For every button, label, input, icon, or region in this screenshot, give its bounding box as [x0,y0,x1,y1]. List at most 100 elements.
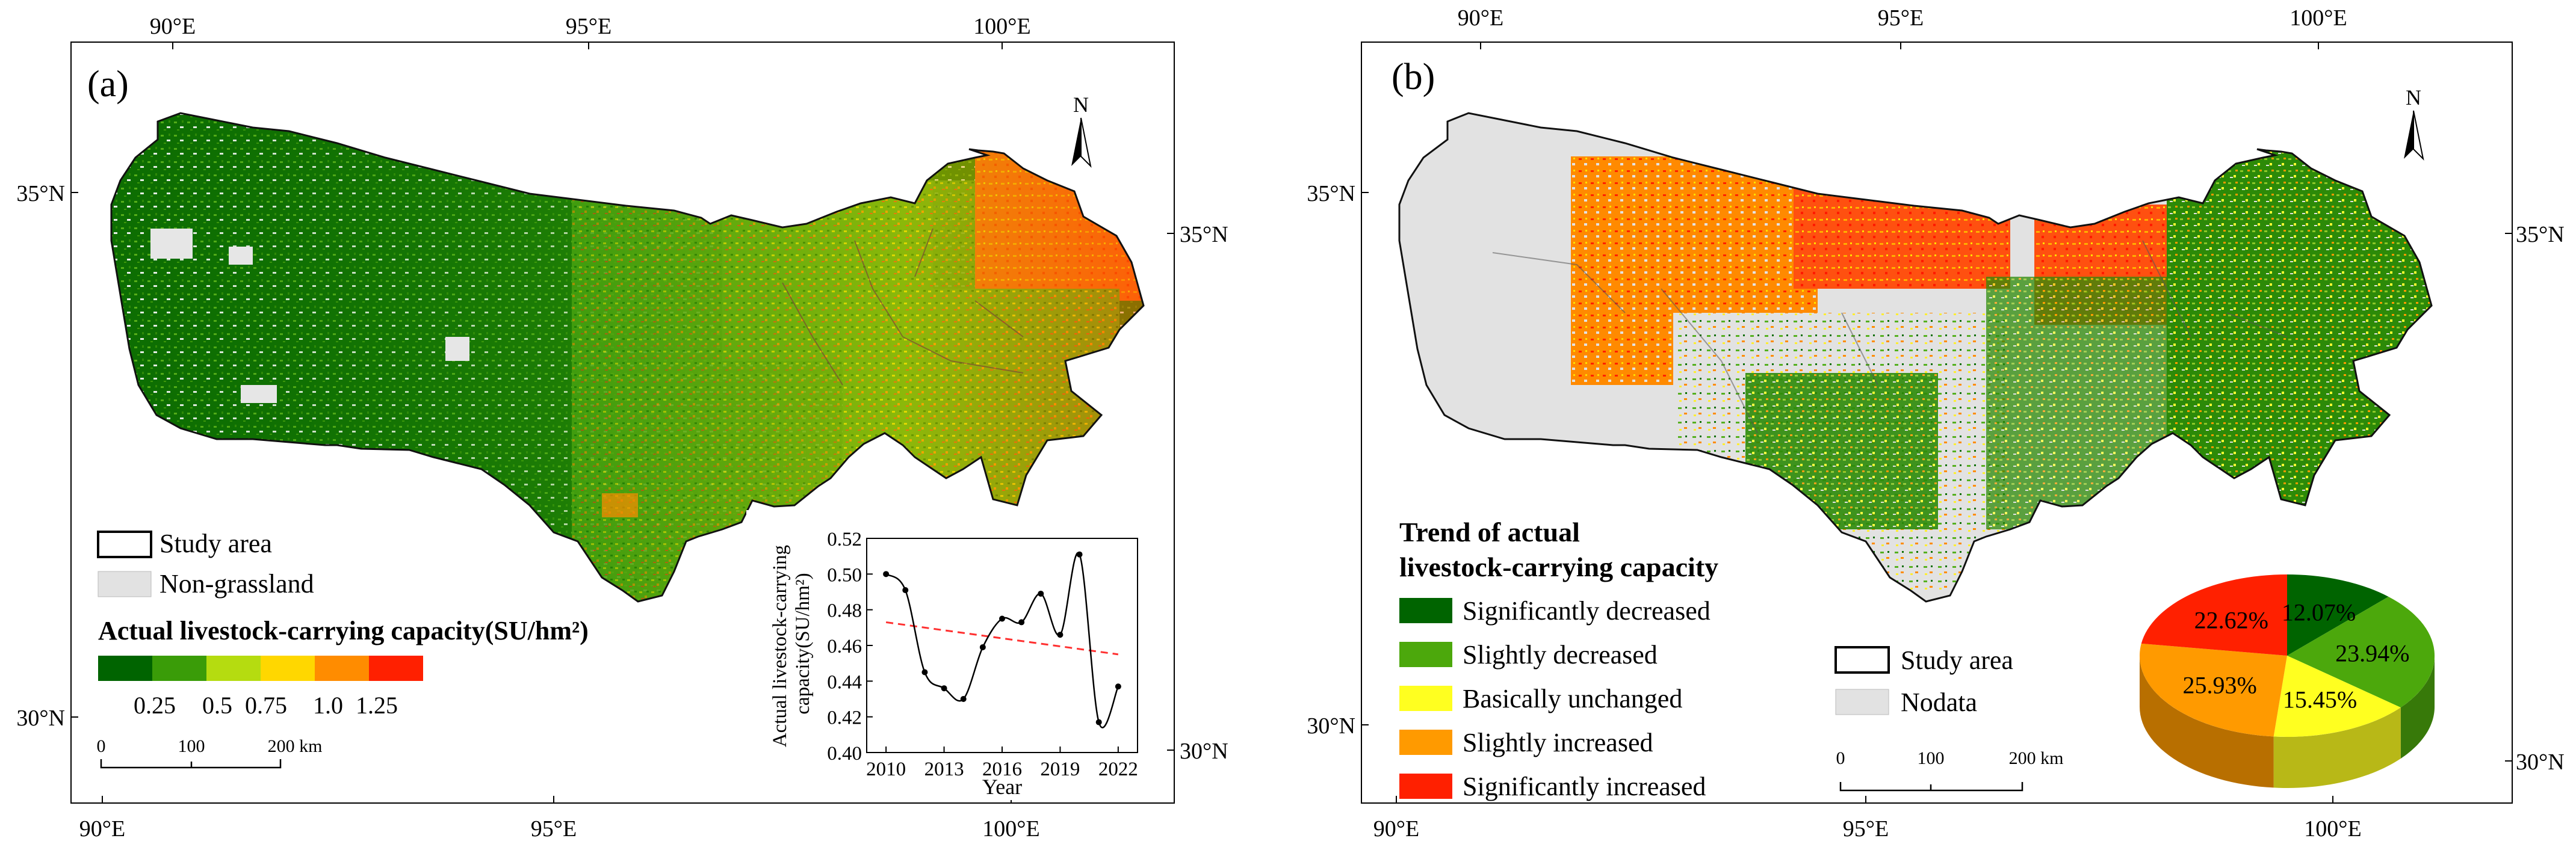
inset-data-point [941,685,947,692]
inset-x-tick-label: 2010 [866,759,906,780]
pie-side-2 [2273,707,2401,788]
pie-label-0: 12.07% [2282,599,2356,626]
pie-slice-4 [2141,574,2287,656]
ramp-tick-075: 0.75 [245,692,287,719]
legend-non-grassland-label: Non-grassland [159,569,314,599]
inset-x-tick-label: 2019 [1040,759,1080,780]
legend-b-nodata-label: Nodata [1901,688,1977,717]
pie-label-4: 22.62% [2194,607,2268,634]
trend-swatch-sig-decreased [1399,598,1452,623]
legend-non-grassland-swatch [98,571,152,597]
inset-y-tick-label: 0.44 [827,671,862,693]
panel-a-right-tick-30: 30°N [1180,739,1228,764]
trend-swatch-unchanged [1399,686,1452,711]
pie-label-2: 15.45% [2283,686,2357,713]
panel-a-study-area-outline [110,112,1145,603]
trend-swatch-sig-increased [1399,774,1452,799]
panel-a-left-tick-35: 35°N [16,181,65,206]
inset-y-ticks: 0.40 0.42 0.44 0.46 0.48 0.50 0.52 [827,529,873,765]
panel-a-top-tick-95: 95°E [566,14,611,39]
pie-label-1: 23.94% [2335,639,2409,667]
trend-legend-title-1: Trend of actual [1399,517,1580,547]
panel-b-top-tick-100: 100°E [2290,5,2347,31]
pie-labels: 12.07% 23.94% 15.45% 25.93% 22.62% [2183,599,2410,713]
ramp-tick-025: 0.25 [134,692,176,719]
ramp-swatch-2 [152,656,206,681]
scale-b-label-0: 0 [1836,748,1845,768]
trend-swatch-slight-decreased [1399,642,1452,667]
inset-x-axis-label: Year [982,775,1022,799]
inset-data-point [1038,590,1044,597]
legend-study-area-label: Study area [159,529,272,558]
pie-side-3 [2140,656,2274,788]
inset-data-point [999,615,1005,622]
scale-b-label-100: 100 [1918,748,1945,768]
panel-b-top-tick-90: 90°E [1458,5,1503,31]
pie-tops [2140,574,2435,737]
panel-b-label: (b) [1392,57,1435,97]
inset-data-point [960,696,967,702]
panel-b-side-ticks [1361,192,2512,762]
panel-a-side-ticks [71,192,1174,751]
inset-y-tick-label: 0.46 [827,636,862,657]
inset-data-point [1057,632,1064,638]
inset-trend-line [885,621,1119,656]
ramp-swatch-1 [98,656,152,681]
ramp-swatch-5 [315,656,369,681]
panel-a-north-arrow: N [1071,93,1092,168]
pie-chart: 12.07% 23.94% 15.45% 25.93% 22.62% [2140,574,2435,788]
panel-b-bottom-tick-90: 90°E [1373,816,1419,842]
scale-label-100: 100 [178,736,205,756]
inset-x-ticks: 2010 2013 2016 2019 2022 [866,747,1138,780]
inset-data-point [1095,719,1102,725]
panel-a-label: (a) [87,64,129,105]
panel-b-top-ticks [1480,42,2319,49]
panel-a-top-tick-100: 100°E [973,14,1030,39]
panel-b-study-area-outline [1398,112,2433,603]
panel-a-right-tick-35: 35°N [1180,222,1228,247]
pie-side-1 [2400,656,2435,759]
scale-label-200: 200 km [268,736,323,756]
pie-slice-3 [2140,643,2287,737]
panel-a: (a) 90°E 95°E 100°E 90°E 95°E 100°E 35°N… [16,14,1228,842]
legend-color-ramp [98,656,423,681]
inset-y-axis-label: Actual livestock-carrying capacity(SU/hm… [769,540,814,748]
panel-b: (b) 90°E 95°E 100°E 90°E 95°E 100°E 35°N… [1307,5,2564,842]
inset-chart: 0.400.420.440.460.480.500.52 2010 2013 201… [746,510,1156,800]
panel-b-top-tick-95: 95°E [1878,5,1924,31]
inset-y-tick-label: 0.52 [827,529,862,550]
trend-legend-title-2: livestock-carrying capacity [1399,552,1718,582]
legend-study-area-swatch [97,531,152,558]
panel-b-right-tick-30: 30°N [2516,750,2565,775]
trend-label-sig-decreased: Significantly decreased [1463,596,1711,626]
legend-b-study-area-label: Study area [1901,645,2013,675]
trend-label-unchanged: Basically unchanged [1463,684,1682,713]
inset-y-label-line1: Actual livestock-carrying [769,545,791,747]
panel-a-north-label: N [1073,93,1089,117]
pie-slice-1 [2287,596,2435,708]
panel-a-legend: Study area Non-grassland Actual livestoc… [97,529,589,719]
trend-label-slight-decreased: Slightly decreased [1463,640,1658,670]
legend-capacity-title: Actual livestock-carrying capacity(SU/hm… [98,616,589,645]
inset-chart-bg [746,510,1156,800]
pie-label-3: 25.93% [2183,671,2257,698]
scale-b-label-200: 200 km [2009,748,2064,768]
inset-data-point [1076,551,1083,558]
legend-b-nodata-swatch [1835,689,1889,715]
ramp-tick-05: 0.5 [202,692,232,719]
inset-data-point [921,669,928,676]
inset-data-point [1115,683,1121,690]
panel-b-left-tick-30: 30°N [1307,713,1355,739]
panel-b-bottom-ticks [1396,796,2333,803]
inset-y-tick-label: 0.40 [827,743,862,765]
pie-slice-0 [2287,574,2389,656]
inset-y-label-line2: capacity(SU/hm²) [792,573,814,714]
pie-sides [2140,656,2435,788]
inset-y-tick-label: 0.50 [827,564,862,586]
panel-b-bottom-tick-100: 100°E [2304,816,2361,842]
panel-b-bottom-tick-95: 95°E [1843,816,1889,842]
inset-x-tick-label: 2022 [1098,759,1138,780]
ramp-swatch-3 [206,656,261,681]
panel-a-scale-bar: 0 100 200 km [97,736,323,769]
